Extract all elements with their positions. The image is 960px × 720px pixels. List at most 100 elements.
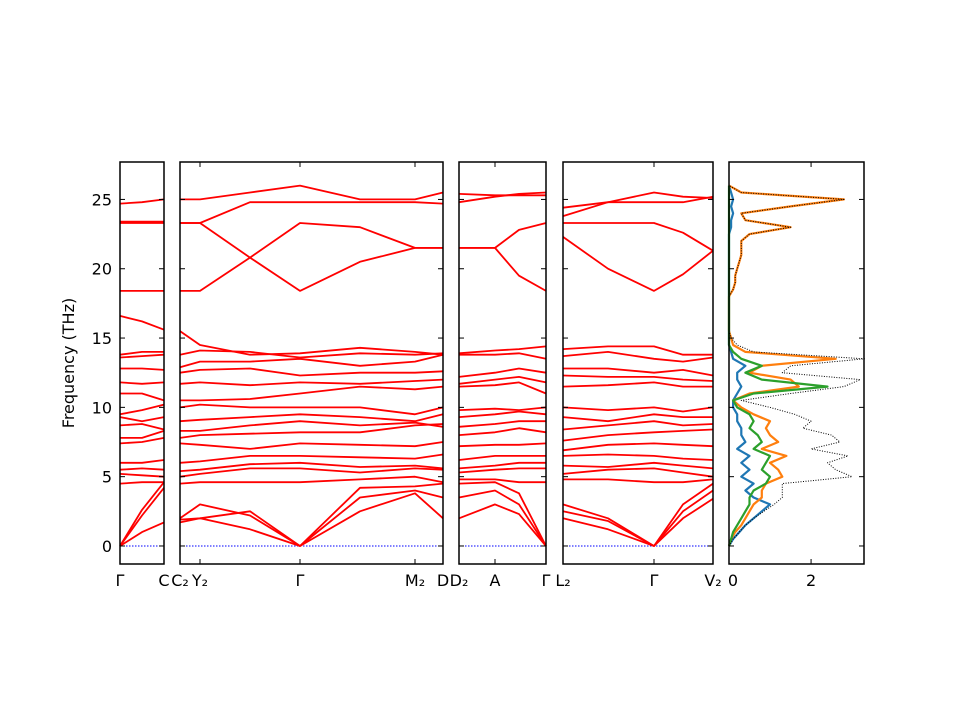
phonon-band-line [120,459,165,464]
phonon-band-line [458,406,547,412]
k-point-label: Γ [296,571,305,590]
y-tick-label: 25 [92,190,112,209]
k-point-label: Y₂ [191,571,208,590]
k-point-label: M₂ [405,571,425,590]
phonon-band-line [180,201,444,224]
phonon-band-line [179,475,444,485]
panel-frame [562,161,714,565]
phonon-band-line [563,222,714,252]
band-panel-l2-gamma-v2: L₂ Γ V₂ [555,161,722,590]
phonon-band-line [562,420,714,431]
phonon-band-line [458,420,546,428]
phonon-band-line [119,315,165,331]
phonon-band-line [562,374,714,382]
dos-x-tick-label: 2 [806,571,816,590]
phonon-band-line [119,198,165,205]
phonon-band-line [119,437,165,445]
phonon-band-line [459,222,547,249]
phonon-band-line [179,403,444,416]
phonon-band-line [180,222,443,292]
phonon-band-line [562,467,714,478]
phonon-band-line [458,375,547,385]
k-point-label: C [158,571,169,590]
phonon-band-line [179,353,444,369]
phonon-band-line [179,367,444,377]
phonon-band-line [180,184,444,201]
k-point-label: C₂ [171,571,189,590]
phonon-band-line [562,428,714,442]
k-point-label: Γ [116,571,125,590]
phonon-band-line [119,403,165,416]
phonon-band-line [562,191,714,217]
phonon-band-line [563,478,714,484]
phonon-band-line [562,350,714,363]
k-point-label: A [490,571,501,590]
phonon-band-line [458,461,546,470]
panel-frame [179,161,444,565]
phonon-band-line [458,410,547,418]
phonon-band-line [458,442,547,448]
phonon-band-line [563,367,714,377]
phonon-band-line [179,330,444,356]
y-tick-label: 10 [92,398,112,417]
k-point-label: Γ [542,571,551,590]
phonon-band-line [458,193,546,197]
phonon-band-line [562,236,714,292]
phonon-band-line [180,222,443,292]
phonon-band-line [180,385,444,402]
phonon-band-line [119,467,165,471]
phonon-band-line [179,492,444,547]
phonon-band-line [119,521,165,547]
phonon-band-line [458,481,547,547]
y-tick-label: 0 [102,537,112,556]
phonon-band-line [179,453,444,464]
phonon-band-line [459,246,547,292]
phonon-band-line [179,482,444,547]
k-point-label: Γ [650,571,659,590]
phonon-band-line [562,413,713,423]
phonon-band-line [179,441,444,450]
phonon-band-line [119,350,164,356]
y-axis-label: Frequency (THz) [59,298,78,428]
phonon-band-line [458,489,547,547]
phonon-band-line [120,392,165,402]
k-point-label: L₂ [555,571,570,590]
phonon-band-line [458,503,547,547]
phonon-band-line [179,423,444,439]
phonon-band-line [458,467,546,474]
band-panel-d2-a-gamma: D₂ A Γ [450,161,551,590]
phonon-band-line [562,442,714,452]
panel-frame [119,161,165,565]
phonon-band-line [458,427,547,436]
phonon-band-line [459,478,546,484]
k-point-label: V₂ [704,571,721,590]
phonon-band-line [120,367,165,371]
phonon-band-line [179,378,444,387]
phonon-band-line [562,195,714,209]
y-tick-label: 20 [92,260,112,279]
phonon-band-line [180,420,444,432]
band-panel-gamma-c: Γ C 0 5 10 15 20 25 [92,161,170,590]
phonon-band-line [179,489,444,547]
dos-series-total [728,185,865,547]
phonon-band-line [458,454,546,461]
phonon-band-line [179,413,444,423]
phonon-band-line [119,353,165,359]
y-tick-label: 15 [92,329,112,348]
phonon-band-line [120,430,165,439]
phonon-band-line [119,487,165,547]
band-panel-c2-y2-gamma-m2-d: C₂ Y₂ Γ M₂ D [171,161,449,590]
phonon-band-line [562,345,713,356]
phonon-band-line [562,406,714,413]
phonon-band-line [119,481,165,547]
phonon-band-line [119,416,165,423]
phonon-band-line [119,381,165,385]
panel-frame [728,161,865,565]
phonon-band-line [562,453,714,461]
phonon-band-line [562,461,714,470]
phonon-band-line [119,423,165,431]
y-tick-label: 5 [102,468,112,487]
phonon-band-line [179,467,444,478]
